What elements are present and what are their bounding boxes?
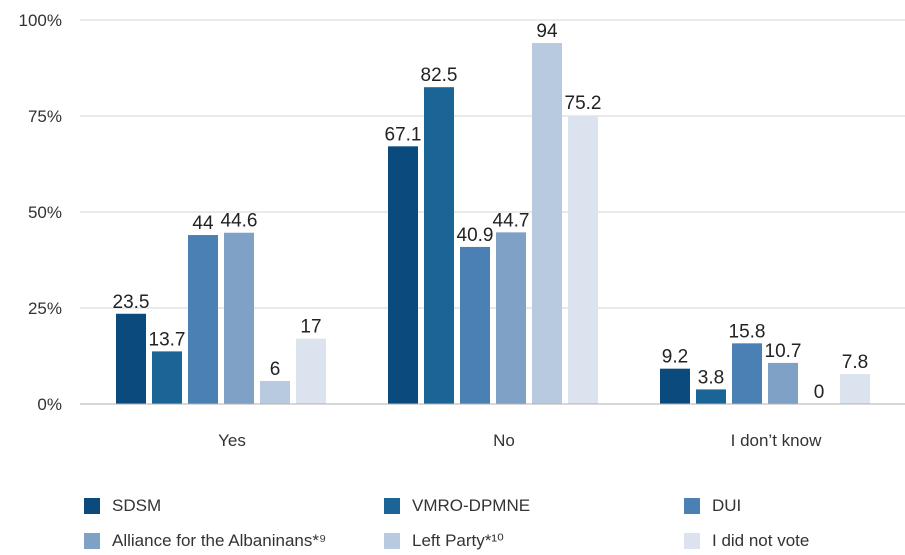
bar-value-label: 82.5 bbox=[421, 65, 458, 86]
bar-value-label: 10.7 bbox=[765, 341, 802, 362]
bar bbox=[768, 362, 798, 404]
bar-value-label: 44.7 bbox=[493, 210, 530, 231]
bar bbox=[296, 338, 326, 404]
legend-swatch bbox=[84, 533, 100, 549]
grid-lines bbox=[80, 19, 905, 309]
bar bbox=[532, 43, 562, 404]
legend-label: Alliance for the Albaninans*⁹ bbox=[112, 531, 326, 550]
bar-value-label: 6 bbox=[270, 359, 281, 380]
legend-label: VMRO-DPMNE bbox=[412, 496, 530, 515]
y-tick-label: 100% bbox=[19, 11, 62, 30]
bar bbox=[840, 374, 870, 404]
legend-item: VMRO-DPMNE bbox=[384, 496, 530, 515]
legend-swatch bbox=[684, 498, 700, 514]
y-tick-label: 50% bbox=[28, 203, 62, 222]
bar-value-label: 44.6 bbox=[221, 211, 258, 232]
bar-value-label: 40.9 bbox=[457, 225, 494, 246]
legend-item: Left Party*¹⁰ bbox=[384, 531, 504, 550]
y-tick-label: 75% bbox=[28, 107, 62, 126]
y-tick-label: 25% bbox=[28, 299, 62, 318]
y-tick-label: 0% bbox=[37, 395, 62, 414]
category-label: No bbox=[493, 431, 515, 450]
legend-item: SDSM bbox=[84, 496, 161, 515]
legend-swatch bbox=[384, 533, 400, 549]
bar bbox=[732, 343, 762, 404]
bar bbox=[568, 115, 598, 405]
legend-item: DUI bbox=[684, 496, 741, 515]
bar-value-label: 15.8 bbox=[729, 321, 766, 342]
category-label: I don’t know bbox=[731, 431, 822, 450]
legend-label: I did not vote bbox=[712, 531, 809, 550]
bar-value-label: 7.8 bbox=[842, 352, 868, 373]
legend-item: Alliance for the Albaninans*⁹ bbox=[84, 531, 326, 550]
bar-value-label: 75.2 bbox=[565, 93, 602, 114]
bar-value-label: 44 bbox=[192, 213, 214, 234]
legend-label: Left Party*¹⁰ bbox=[412, 531, 504, 550]
bar bbox=[660, 368, 690, 404]
legend-swatch bbox=[384, 498, 400, 514]
value-labels: 23.5 13.7 44 44.6 6 17 67.1 82.5 40.944.7 94 75.2 9… bbox=[113, 21, 869, 403]
bar-value-label: 0 bbox=[814, 382, 825, 403]
bar-value-label: 67.1 bbox=[385, 124, 422, 145]
bar bbox=[152, 351, 182, 404]
bar bbox=[260, 380, 290, 404]
bar bbox=[496, 232, 526, 404]
y-axis-tick-labels: 0% 25% 50% 75% 100% bbox=[19, 11, 62, 414]
legend-item: I did not vote bbox=[684, 531, 809, 550]
bar bbox=[388, 146, 418, 404]
bar-value-label: 94 bbox=[536, 21, 558, 42]
bar-value-label: 13.7 bbox=[149, 329, 186, 350]
legend-label: SDSM bbox=[112, 496, 161, 515]
bar-value-label: 23.5 bbox=[113, 292, 150, 313]
legend-label: DUI bbox=[712, 496, 741, 515]
bar bbox=[460, 246, 490, 404]
bar bbox=[424, 87, 454, 404]
legend-swatch bbox=[84, 498, 100, 514]
category-label: Yes bbox=[218, 431, 246, 450]
legend-swatch bbox=[684, 533, 700, 549]
bar bbox=[224, 232, 254, 404]
bar bbox=[696, 389, 726, 404]
legend: SDSM VMRO-DPMNE DUI Alliance for the Albani… bbox=[84, 496, 809, 550]
bar bbox=[116, 313, 146, 404]
bar-value-label: 9.2 bbox=[662, 347, 688, 368]
bar-value-label: 3.8 bbox=[698, 367, 724, 388]
bar bbox=[188, 235, 218, 404]
category-labels: Yes No I don’t know bbox=[218, 431, 822, 450]
bar-value-label: 17 bbox=[300, 317, 321, 338]
bars bbox=[116, 43, 870, 405]
